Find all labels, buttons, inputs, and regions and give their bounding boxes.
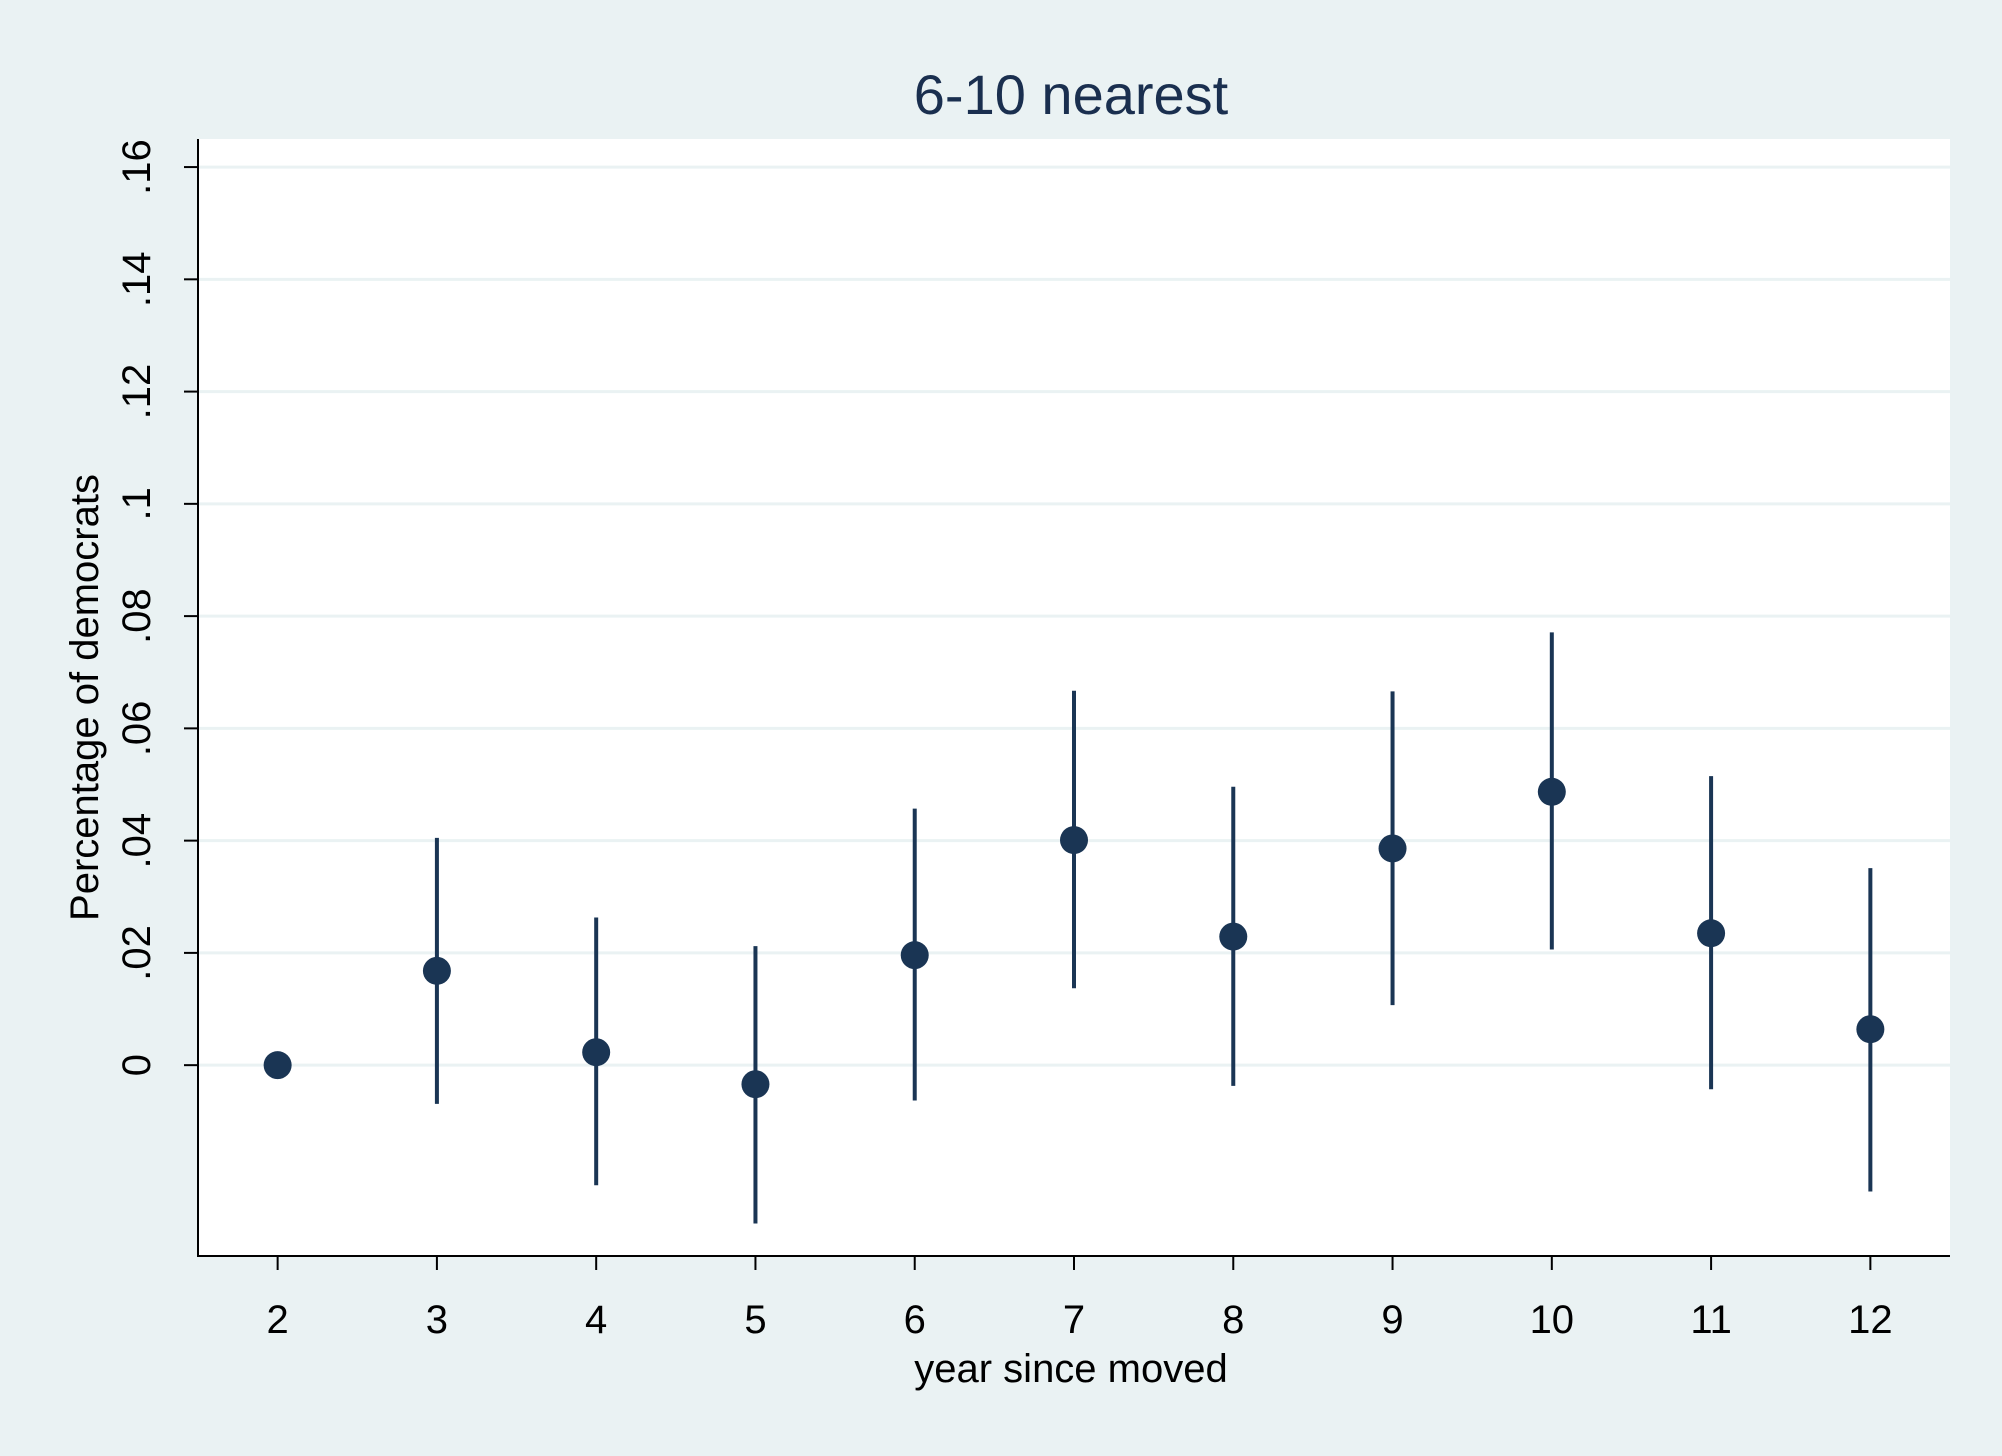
data-marks [263,632,1885,1224]
data-point [1697,919,1726,948]
y-tick-label: .14 [115,252,159,308]
y-tick-label: 0 [115,1054,159,1076]
y-axis-title: Percentage of democrats [63,474,107,921]
x-tick-label: 12 [1848,1298,1893,1342]
x-tick-label: 4 [585,1298,607,1342]
axes: 0 .02 .04 .06 .08 .1 .12 .14 .16 2 3 4 5 6 7 8 9 10 11 12 [115,139,1950,1342]
y-tick-label: .06 [115,701,159,757]
y-tick-label: .16 [115,139,159,195]
x-tick-label: 3 [426,1298,448,1342]
data-point [1378,834,1407,863]
x-tick-label: 7 [1063,1298,1085,1342]
data-point [1856,1015,1885,1044]
chart-title: 6-10 nearest [914,63,1229,126]
data-point [1537,777,1566,806]
x-tick-label: 2 [267,1298,289,1342]
data-point [582,1038,611,1067]
data-point [422,956,451,985]
data-point [900,941,929,970]
x-tick-label: 6 [904,1298,926,1342]
y-tick-label: .08 [115,588,159,644]
x-tick-label: 9 [1381,1298,1403,1342]
y-tick-label: .04 [115,813,159,869]
x-tick-label: 11 [1690,1298,1732,1342]
y-tick-label: .1 [115,487,159,520]
x-tick-label: 5 [744,1298,766,1342]
y-tick-label: .02 [115,925,159,981]
data-point [741,1070,770,1099]
data-point [1060,826,1088,855]
x-tick-label: 8 [1222,1298,1244,1342]
data-point [263,1051,292,1080]
y-tick-label: .12 [115,364,159,420]
x-axis-title: year since moved [914,1347,1227,1391]
x-tick-label: 10 [1530,1298,1575,1342]
data-point [1219,922,1248,951]
